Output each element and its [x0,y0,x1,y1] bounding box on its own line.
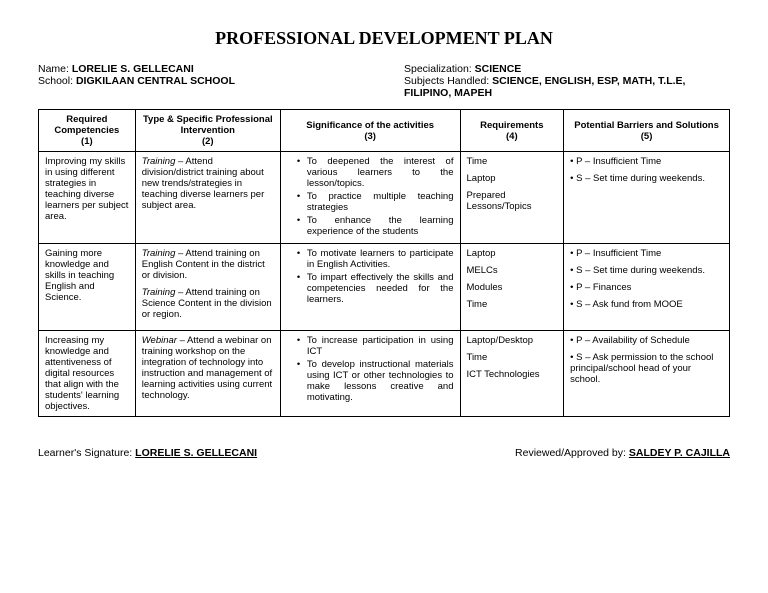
table-row: Gaining more knowledge and skills in tea… [39,244,730,331]
col-header-5: Potential Barriers and Solutions(5) [564,110,730,152]
subj-label: Subjects Handled: [404,75,492,87]
reviewer-label: Reviewed/Approved by: [515,447,629,459]
name-value: LORELIE S. GELLECANI [72,63,194,75]
barriers-cell: • P – Insufficient Time• S – Set time du… [564,152,730,244]
learner-sig-label: Learner's Signature: [38,447,135,459]
footer: Learner's Signature: LORELIE S. GELLECAN… [38,447,730,459]
table-row: Increasing my knowledge and attentivenes… [39,331,730,417]
barriers-cell: • P – Availability of Schedule• S – Ask … [564,331,730,417]
plan-table: Required Competencies(1) Type & Specific… [38,109,730,417]
col-header-4: Requirements(4) [460,110,564,152]
spec-label: Specialization: [404,63,475,75]
name-label: Name: [38,63,72,75]
col-header-2: Type & Specific Professional Interventio… [135,110,280,152]
reviewer-value: SALDEY P. CAJILLA [629,447,730,459]
competency-cell: Improving my skills in using different s… [39,152,136,244]
col-header-3: Significance of the activities(3) [280,110,460,152]
school-value: DIGKILAAN CENTRAL SCHOOL [76,75,235,87]
significance-cell: To motivate learners to participate in E… [280,244,460,331]
requirements-cell: LaptopMELCsModulesTime [460,244,564,331]
competency-cell: Increasing my knowledge and attentivenes… [39,331,136,417]
requirements-cell: TimeLaptopPrepared Lessons/Topics [460,152,564,244]
spec-value: SCIENCE [475,63,522,75]
page-title: PROFESSIONAL DEVELOPMENT PLAN [38,28,730,49]
requirements-cell: Laptop/DesktopTimeICT Technologies [460,331,564,417]
col-header-1: Required Competencies(1) [39,110,136,152]
significance-cell: To increase participation in using ICTTo… [280,331,460,417]
intervention-cell: Training – Attend training on English Co… [135,244,280,331]
header-info: Name: LORELIE S. GELLECANI School: DIGKI… [38,63,730,99]
intervention-cell: Webinar – Attend a webinar on training w… [135,331,280,417]
barriers-cell: • P – Insufficient Time• S – Set time du… [564,244,730,331]
competency-cell: Gaining more knowledge and skills in tea… [39,244,136,331]
learner-sig-value: LORELIE S. GELLECANI [135,447,257,459]
table-row: Improving my skills in using different s… [39,152,730,244]
school-label: School: [38,75,76,87]
significance-cell: To deepened the interest of various lear… [280,152,460,244]
intervention-cell: Training – Attend division/district trai… [135,152,280,244]
